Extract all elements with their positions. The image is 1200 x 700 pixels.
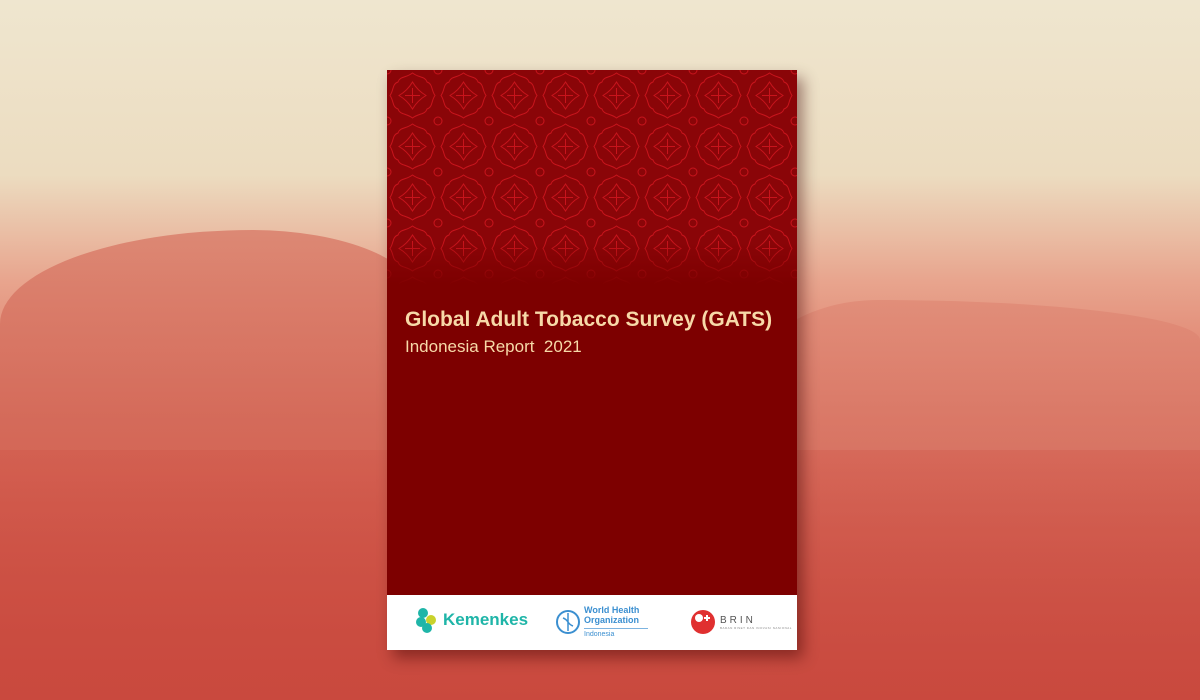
report-cover: Global Adult Tobacco Survey (GATS) Indon…	[387, 70, 797, 650]
kemenkes-logo: Kemenkes	[415, 607, 528, 633]
batik-pattern	[387, 70, 797, 285]
report-subtitle: Indonesia Report 2021	[405, 337, 582, 356]
brin-icon	[691, 610, 715, 634]
kemenkes-icon	[416, 608, 436, 633]
logo-footer: Kemenkes World Health Organization Indon…	[387, 595, 797, 650]
report-title: Global Adult Tobacco Survey (GATS)	[405, 308, 773, 331]
who-logo: World Health Organization Indonesia	[555, 605, 648, 638]
who-emblem-icon	[556, 609, 580, 634]
brin-logo: BRIN BADAN RISET DAN INOVASI NASIONAL	[690, 609, 792, 635]
